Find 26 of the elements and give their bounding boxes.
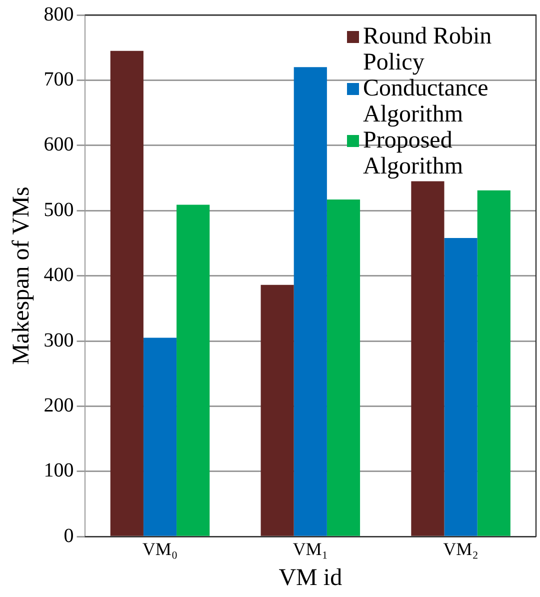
x-tick-label: VM₁ bbox=[292, 539, 328, 560]
bar bbox=[110, 50, 144, 536]
x-axis-title: VM id bbox=[278, 564, 342, 591]
y-tick-label: 700 bbox=[44, 68, 74, 90]
bar bbox=[411, 181, 444, 536]
bar bbox=[143, 338, 177, 536]
bar bbox=[176, 204, 210, 536]
y-tick-label: 800 bbox=[44, 3, 74, 26]
y-axis-title: Makespan of VMs bbox=[8, 186, 35, 365]
x-tick-label: VM₀ bbox=[142, 539, 178, 560]
y-tick-label: 200 bbox=[44, 394, 74, 416]
bar bbox=[477, 190, 510, 536]
bar bbox=[260, 284, 294, 536]
x-tick-label: VM₂ bbox=[443, 539, 478, 560]
legend-label: Conductance Algorithm bbox=[363, 75, 488, 128]
y-tick-label: 100 bbox=[44, 460, 74, 482]
bar bbox=[294, 67, 327, 536]
legend-label: Round Robin Policy bbox=[363, 23, 492, 76]
y-tick-label: 500 bbox=[44, 198, 74, 221]
y-tick-label: 300 bbox=[44, 329, 74, 352]
bar bbox=[326, 200, 360, 536]
legend-label: Proposed Algorithm bbox=[363, 127, 464, 180]
y-tick-label: 0 bbox=[64, 524, 74, 547]
bar bbox=[444, 238, 478, 536]
y-tick-label: 600 bbox=[44, 134, 74, 156]
y-tick-label: 400 bbox=[44, 264, 74, 286]
